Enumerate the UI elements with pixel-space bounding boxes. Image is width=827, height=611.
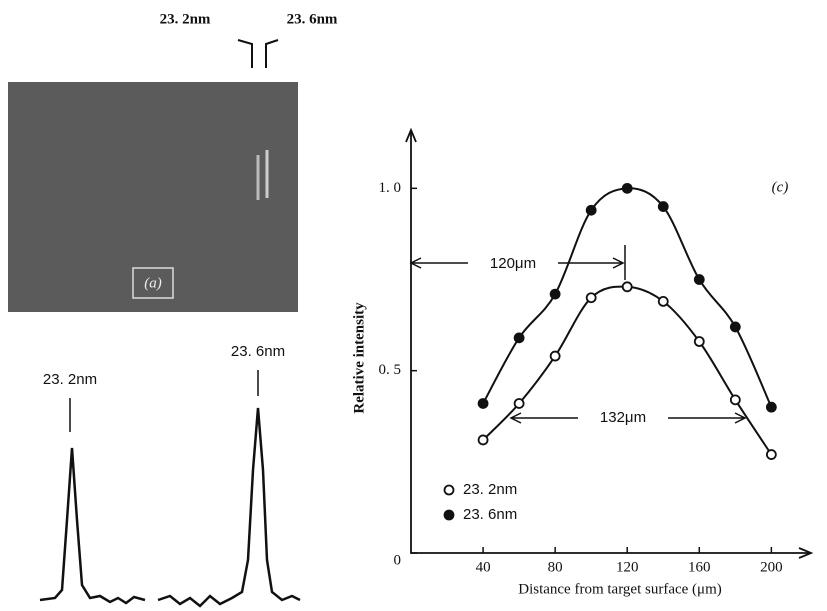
trace-label: 23. 2nm	[43, 371, 97, 388]
x-axis-label: Distance from target surface (μm)	[518, 581, 722, 597]
photo-label: 23. 6nm	[287, 11, 338, 27]
point	[693, 274, 705, 285]
y-axis-label: Relative intensity	[351, 302, 367, 414]
legend-marker	[443, 484, 455, 496]
point	[621, 281, 633, 293]
point	[513, 332, 525, 344]
bracket	[237, 39, 279, 68]
trace-label: 23. 6nm	[231, 343, 285, 360]
x-tick-label: 120	[616, 559, 639, 575]
point	[621, 182, 633, 194]
tag-box	[132, 267, 174, 299]
point	[549, 288, 561, 300]
axis-arrow	[405, 127, 814, 559]
point	[477, 434, 489, 446]
y-tick-label: 0. 5	[379, 362, 402, 378]
annotation: 132μm	[600, 409, 646, 426]
point	[765, 401, 777, 413]
point	[549, 350, 561, 362]
x-tick-label: 40	[476, 559, 491, 575]
annotation: 120μm	[490, 255, 536, 272]
fit-curve	[482, 187, 773, 408]
legend-marker	[443, 509, 455, 521]
x-tick-label: 200	[760, 559, 783, 575]
label-bg	[468, 254, 558, 272]
panel-tag: (c)	[772, 179, 789, 195]
legend-label: 23. 2nm	[463, 481, 517, 498]
point	[585, 204, 597, 216]
point	[693, 336, 705, 347]
fit-curve	[482, 285, 773, 456]
x-tick-label: 80	[548, 559, 563, 575]
point	[729, 394, 741, 406]
point	[477, 398, 489, 409]
point	[657, 295, 669, 307]
point	[585, 292, 597, 304]
photo-label: 23. 2nm	[160, 11, 211, 27]
point	[765, 449, 777, 460]
point	[729, 321, 741, 333]
point	[513, 398, 525, 409]
photo-tag: (a)	[144, 275, 162, 291]
label-bg	[578, 409, 668, 427]
legend-label: 23. 6nm	[463, 506, 517, 523]
y-tick-label: 0	[394, 552, 402, 568]
y-tick-label: 1. 0	[379, 180, 402, 196]
photo	[8, 82, 298, 312]
x-tick-label: 160	[688, 559, 711, 575]
trace	[39, 407, 301, 608]
point	[657, 201, 669, 212]
